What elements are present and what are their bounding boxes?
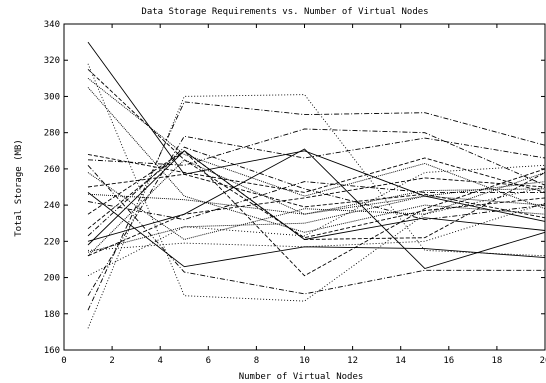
plot-frame	[63, 23, 546, 351]
x-tick-label: 8	[254, 356, 259, 366]
x-tick-label: 12	[347, 356, 358, 366]
y-tick-label: 300	[44, 92, 60, 102]
series-line	[87, 164, 545, 295]
x-tick-label: 20	[540, 356, 546, 366]
series-line	[87, 192, 546, 268]
y-tick-label: 200	[44, 274, 60, 284]
y-axis-label: Total Storage (MB)	[14, 139, 24, 237]
series-line	[87, 172, 546, 240]
series-line	[87, 164, 546, 277]
series-line	[87, 148, 546, 270]
y-tick-label: 160	[44, 346, 60, 356]
y-tick-label: 340	[44, 20, 60, 30]
series-line	[87, 153, 546, 193]
series-line	[87, 77, 546, 210]
series-line	[87, 150, 546, 240]
series-line	[87, 177, 546, 257]
y-tick-label: 260	[44, 165, 60, 175]
series-line	[87, 188, 546, 215]
x-tick-label: 2	[109, 356, 114, 366]
x-tick-label: 0	[61, 356, 66, 366]
x-tick-label: 10	[299, 356, 310, 366]
plot-area: 0 2 4 6 8 10 12 14 16 18 20 160 180 200 220 240 260 280 30…	[44, 20, 546, 366]
series-line	[87, 202, 546, 251]
x-tick-label: 14	[395, 356, 406, 366]
y-tick-label: 220	[44, 237, 60, 247]
series-line	[87, 128, 546, 186]
series-line	[87, 87, 546, 233]
y-tick-label: 320	[44, 56, 60, 66]
series-line	[87, 41, 546, 222]
series-layer	[87, 41, 546, 329]
y-tick-label: 240	[44, 201, 60, 211]
series-line	[87, 146, 546, 237]
series-line	[87, 181, 545, 221]
x-tick-label: 18	[491, 356, 502, 366]
series-line	[87, 195, 546, 253]
chart-title: Data Storage Requirements vs. Number of …	[141, 7, 428, 17]
series-line	[87, 159, 546, 257]
y-tick-label: 280	[44, 129, 60, 139]
x-tick-label: 6	[206, 356, 211, 366]
ticks-layer: 0 2 4 6 8 10 12 14 16 18 20 160 180 200 220 240 260 280 30…	[44, 20, 546, 366]
x-tick-label: 4	[157, 356, 162, 366]
series-line	[87, 68, 546, 239]
x-tick-label: 16	[443, 356, 454, 366]
series-line	[87, 135, 546, 296]
x-axis-label: Number of Virtual Nodes	[239, 372, 364, 382]
series-line	[87, 101, 546, 311]
y-tick-label: 180	[44, 310, 60, 320]
series-line	[87, 150, 546, 277]
